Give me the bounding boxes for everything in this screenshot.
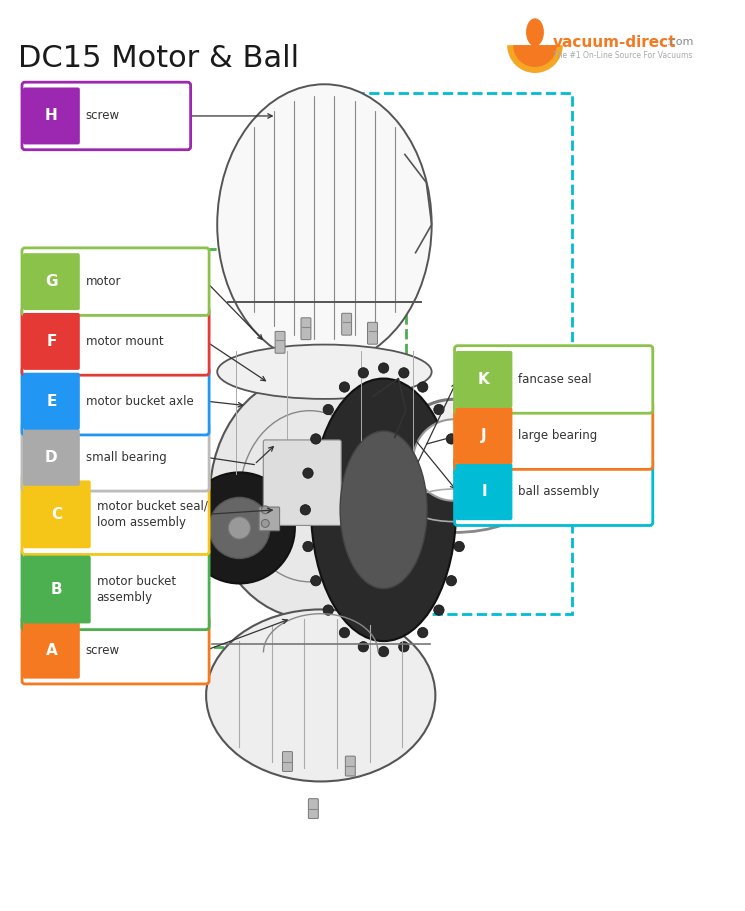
FancyBboxPatch shape — [259, 507, 279, 531]
Ellipse shape — [218, 344, 431, 399]
Text: K: K — [478, 372, 490, 387]
Circle shape — [417, 382, 428, 393]
FancyBboxPatch shape — [22, 617, 209, 684]
FancyBboxPatch shape — [263, 440, 341, 526]
FancyBboxPatch shape — [22, 475, 209, 555]
Circle shape — [323, 605, 334, 615]
Circle shape — [457, 505, 467, 515]
Circle shape — [434, 404, 444, 415]
Circle shape — [339, 382, 349, 393]
Text: H: H — [45, 108, 58, 124]
Circle shape — [261, 519, 269, 527]
Circle shape — [358, 368, 369, 378]
Text: D: D — [45, 450, 57, 465]
FancyBboxPatch shape — [22, 424, 209, 491]
Text: motor mount: motor mount — [86, 335, 163, 348]
Text: ball assembly: ball assembly — [519, 486, 600, 498]
FancyBboxPatch shape — [455, 464, 513, 520]
Circle shape — [446, 576, 457, 586]
Text: motor: motor — [86, 275, 121, 288]
Ellipse shape — [340, 431, 427, 589]
Ellipse shape — [311, 379, 456, 641]
Text: G: G — [45, 274, 57, 289]
Text: F: F — [46, 334, 57, 349]
FancyBboxPatch shape — [22, 308, 209, 375]
FancyBboxPatch shape — [22, 82, 191, 149]
Text: E: E — [46, 394, 57, 409]
Circle shape — [393, 399, 515, 521]
Ellipse shape — [218, 85, 431, 365]
FancyBboxPatch shape — [455, 351, 513, 408]
Circle shape — [261, 506, 269, 514]
Circle shape — [311, 434, 321, 445]
Circle shape — [300, 505, 311, 515]
Circle shape — [399, 641, 409, 652]
Circle shape — [339, 628, 349, 638]
Circle shape — [399, 368, 409, 378]
Text: .com: .com — [667, 37, 694, 47]
FancyBboxPatch shape — [346, 756, 355, 776]
FancyBboxPatch shape — [23, 87, 80, 145]
Text: fancase seal: fancase seal — [519, 373, 592, 386]
FancyBboxPatch shape — [23, 556, 91, 623]
Circle shape — [446, 434, 457, 445]
FancyBboxPatch shape — [23, 621, 80, 679]
Text: motor bucket axle: motor bucket axle — [86, 394, 194, 408]
Ellipse shape — [210, 374, 410, 619]
FancyBboxPatch shape — [455, 407, 513, 464]
FancyBboxPatch shape — [282, 752, 293, 772]
Text: A: A — [45, 642, 57, 658]
FancyBboxPatch shape — [23, 373, 80, 430]
FancyBboxPatch shape — [454, 402, 653, 469]
Wedge shape — [507, 46, 562, 73]
Circle shape — [378, 363, 389, 374]
FancyBboxPatch shape — [454, 458, 653, 526]
Text: B: B — [51, 582, 63, 597]
FancyBboxPatch shape — [22, 248, 209, 315]
Circle shape — [323, 404, 334, 415]
FancyBboxPatch shape — [23, 429, 80, 486]
Text: screw: screw — [86, 644, 120, 657]
Text: small bearing: small bearing — [86, 451, 167, 464]
FancyBboxPatch shape — [23, 253, 80, 310]
Wedge shape — [513, 46, 557, 67]
Circle shape — [228, 517, 250, 539]
FancyBboxPatch shape — [301, 318, 311, 340]
Text: motor bucket seal/
loom assembly: motor bucket seal/ loom assembly — [97, 499, 208, 529]
Text: screw: screw — [86, 109, 120, 122]
Text: C: C — [51, 507, 63, 522]
Circle shape — [184, 473, 295, 583]
FancyBboxPatch shape — [367, 322, 378, 344]
FancyBboxPatch shape — [22, 367, 209, 435]
Circle shape — [378, 647, 389, 657]
Text: DC15 Motor & Ball: DC15 Motor & Ball — [18, 44, 299, 73]
Circle shape — [454, 468, 464, 478]
Text: large bearing: large bearing — [519, 429, 597, 442]
Ellipse shape — [526, 18, 544, 46]
FancyBboxPatch shape — [308, 799, 318, 819]
Circle shape — [413, 419, 495, 501]
Circle shape — [302, 468, 313, 478]
Text: I: I — [481, 485, 486, 499]
Circle shape — [302, 541, 313, 552]
Circle shape — [311, 576, 321, 586]
Text: vacuum-direct: vacuum-direct — [553, 35, 676, 50]
Ellipse shape — [206, 609, 435, 782]
FancyBboxPatch shape — [275, 332, 285, 353]
Circle shape — [454, 541, 464, 552]
Text: motor bucket
assembly: motor bucket assembly — [97, 575, 176, 604]
Circle shape — [358, 641, 369, 652]
Circle shape — [209, 497, 270, 558]
Text: The #1 On-Line Source For Vacuums: The #1 On-Line Source For Vacuums — [553, 51, 692, 59]
FancyBboxPatch shape — [23, 480, 91, 548]
FancyBboxPatch shape — [23, 313, 80, 370]
Text: J: J — [481, 428, 486, 443]
Circle shape — [417, 628, 428, 638]
FancyBboxPatch shape — [22, 549, 209, 630]
Circle shape — [434, 605, 444, 615]
FancyBboxPatch shape — [454, 345, 653, 414]
FancyBboxPatch shape — [342, 313, 352, 335]
